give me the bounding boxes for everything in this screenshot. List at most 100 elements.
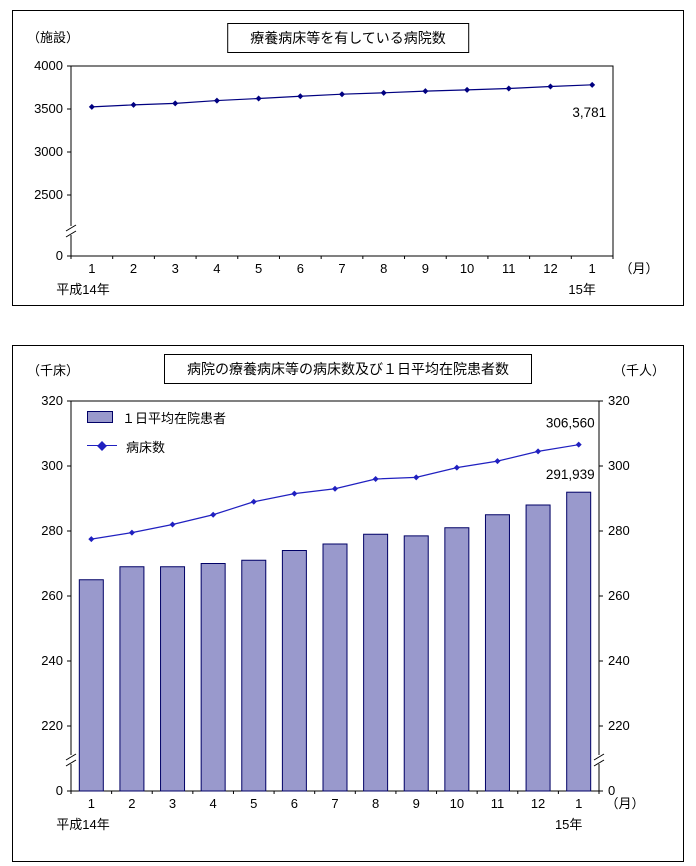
bar-series-swatch-icon [87,411,113,423]
y-tick-label: 320 [41,393,63,408]
unit-label-thousand-beds: （千床） [27,363,80,378]
data-label: 3,781 [572,105,606,120]
x-tick-label: 11 [502,261,516,276]
y-tick-label-right: 320 [608,393,630,408]
x-tick-label: 1 [589,261,596,276]
diamond-marker-icon [589,81,596,88]
diamond-marker-icon [88,536,95,543]
legend-label-beds: 病床数 [126,439,166,455]
diamond-marker-icon [372,476,379,482]
data-label: 306,560 [546,416,595,431]
plot-area [70,65,614,257]
month-unit-label: （月） [619,261,658,276]
x-tick-label: 1 [575,796,582,811]
unit-label-facilities: （施設） [27,30,80,45]
diamond-marker-icon [505,85,512,92]
y-tick-label: 3500 [34,101,63,116]
bar [484,514,510,792]
era-label-right: 15年 [555,817,582,832]
axis-break-icon [65,226,77,235]
data-label: 291,939 [546,467,595,482]
diamond-marker-icon [413,474,420,481]
diamond-marker-icon [128,529,135,536]
x-tick-label: 6 [297,261,304,276]
axis-break-icon [65,759,77,767]
bar [281,550,307,792]
x-tick-label: 2 [130,261,137,276]
axis-break-icon [65,755,77,764]
x-tick-label: 9 [422,261,429,276]
x-tick-label: 8 [380,261,387,276]
diamond-marker-icon [88,103,95,110]
bar [200,563,226,792]
line-series-swatch-icon [87,440,117,452]
axis-break-icon [593,753,605,761]
x-tick-label: 2 [128,796,135,811]
y-tick-label: 260 [41,588,63,603]
diamond-marker-icon [97,441,107,451]
diamond-marker-icon [332,485,338,492]
diamond-marker-icon [250,498,257,505]
bar [78,579,104,792]
beds-patients-chart-panel: （千床） （千人） 病院の療養病床等の病床数及び１日平均在院患者数 １日平均在院… [12,345,684,862]
diamond-marker-icon [130,101,137,108]
hospitals-chart-panel: （施設） 療養病床等を有している病院数 4000 3500 3000 2500 0 1 2 3… [12,10,684,306]
chart1-title-box: 療養病床等を有している病院数 [227,23,469,53]
legend-label-avg-inpatients: １日平均在院患者 [122,410,227,426]
y-tick-label: 280 [41,523,63,538]
month-unit-label: （月） [605,796,644,811]
diamond-marker-icon [464,86,471,93]
legend-item-avg-inpatients: １日平均在院患者 [87,409,227,426]
diamond-marker-icon [575,441,582,448]
bar [363,533,389,792]
diamond-marker-icon [213,97,220,104]
diamond-marker-icon [494,458,501,465]
x-tick-label: 5 [255,261,262,276]
axis-break-icon [65,753,77,761]
x-tick-label: 9 [413,796,420,811]
x-tick-label: 7 [338,261,345,276]
bar [525,504,551,792]
y-tick-label-right: 260 [608,588,630,603]
axis-break-icon [593,759,605,767]
chart2-title-box: 病院の療養病床等の病床数及び１日平均在院患者数 [164,354,532,384]
diamond-marker-icon [169,521,176,528]
bar [241,559,267,792]
y-tick-label: 0 [56,783,63,798]
legend-item-beds: 病床数 [87,438,226,455]
y-tick-label: 2500 [34,187,63,202]
x-tick-label: 4 [213,261,220,276]
axis-break-icon [593,755,605,764]
diamond-marker-icon [535,448,542,455]
axis-break-icon [65,230,77,238]
y-tick-label-right: 240 [608,653,630,668]
x-tick-label: 6 [291,796,298,811]
diamond-marker-icon [453,464,460,471]
diamond-marker-icon [297,93,304,100]
diamond-marker-icon [547,83,554,90]
diamond-marker-icon [172,100,179,107]
y-tick-label-right: 220 [608,718,630,733]
bar [322,543,348,792]
x-tick-label: 10 [450,796,464,811]
bar [160,566,186,792]
era-label-right: 15年 [568,282,595,297]
unit-label-thousand-people: （千人） [612,363,665,378]
y-tick-label: 240 [41,653,63,668]
y-tick-label-right: 300 [608,458,630,473]
x-tick-label: 3 [172,261,179,276]
bar [119,566,145,792]
y-tick-label-right: 280 [608,523,630,538]
diamond-marker-icon [380,89,387,96]
x-tick-label: 11 [491,796,505,811]
y-tick-label: 300 [41,458,63,473]
x-tick-label: 7 [331,796,338,811]
era-label-left: 平成14年 [56,817,109,832]
x-tick-label: 4 [210,796,217,811]
y-tick-label: 3000 [34,144,63,159]
axis-break-icon [65,224,77,232]
diamond-marker-icon [291,490,298,497]
x-tick-label: 10 [460,261,474,276]
x-tick-label: 3 [169,796,176,811]
